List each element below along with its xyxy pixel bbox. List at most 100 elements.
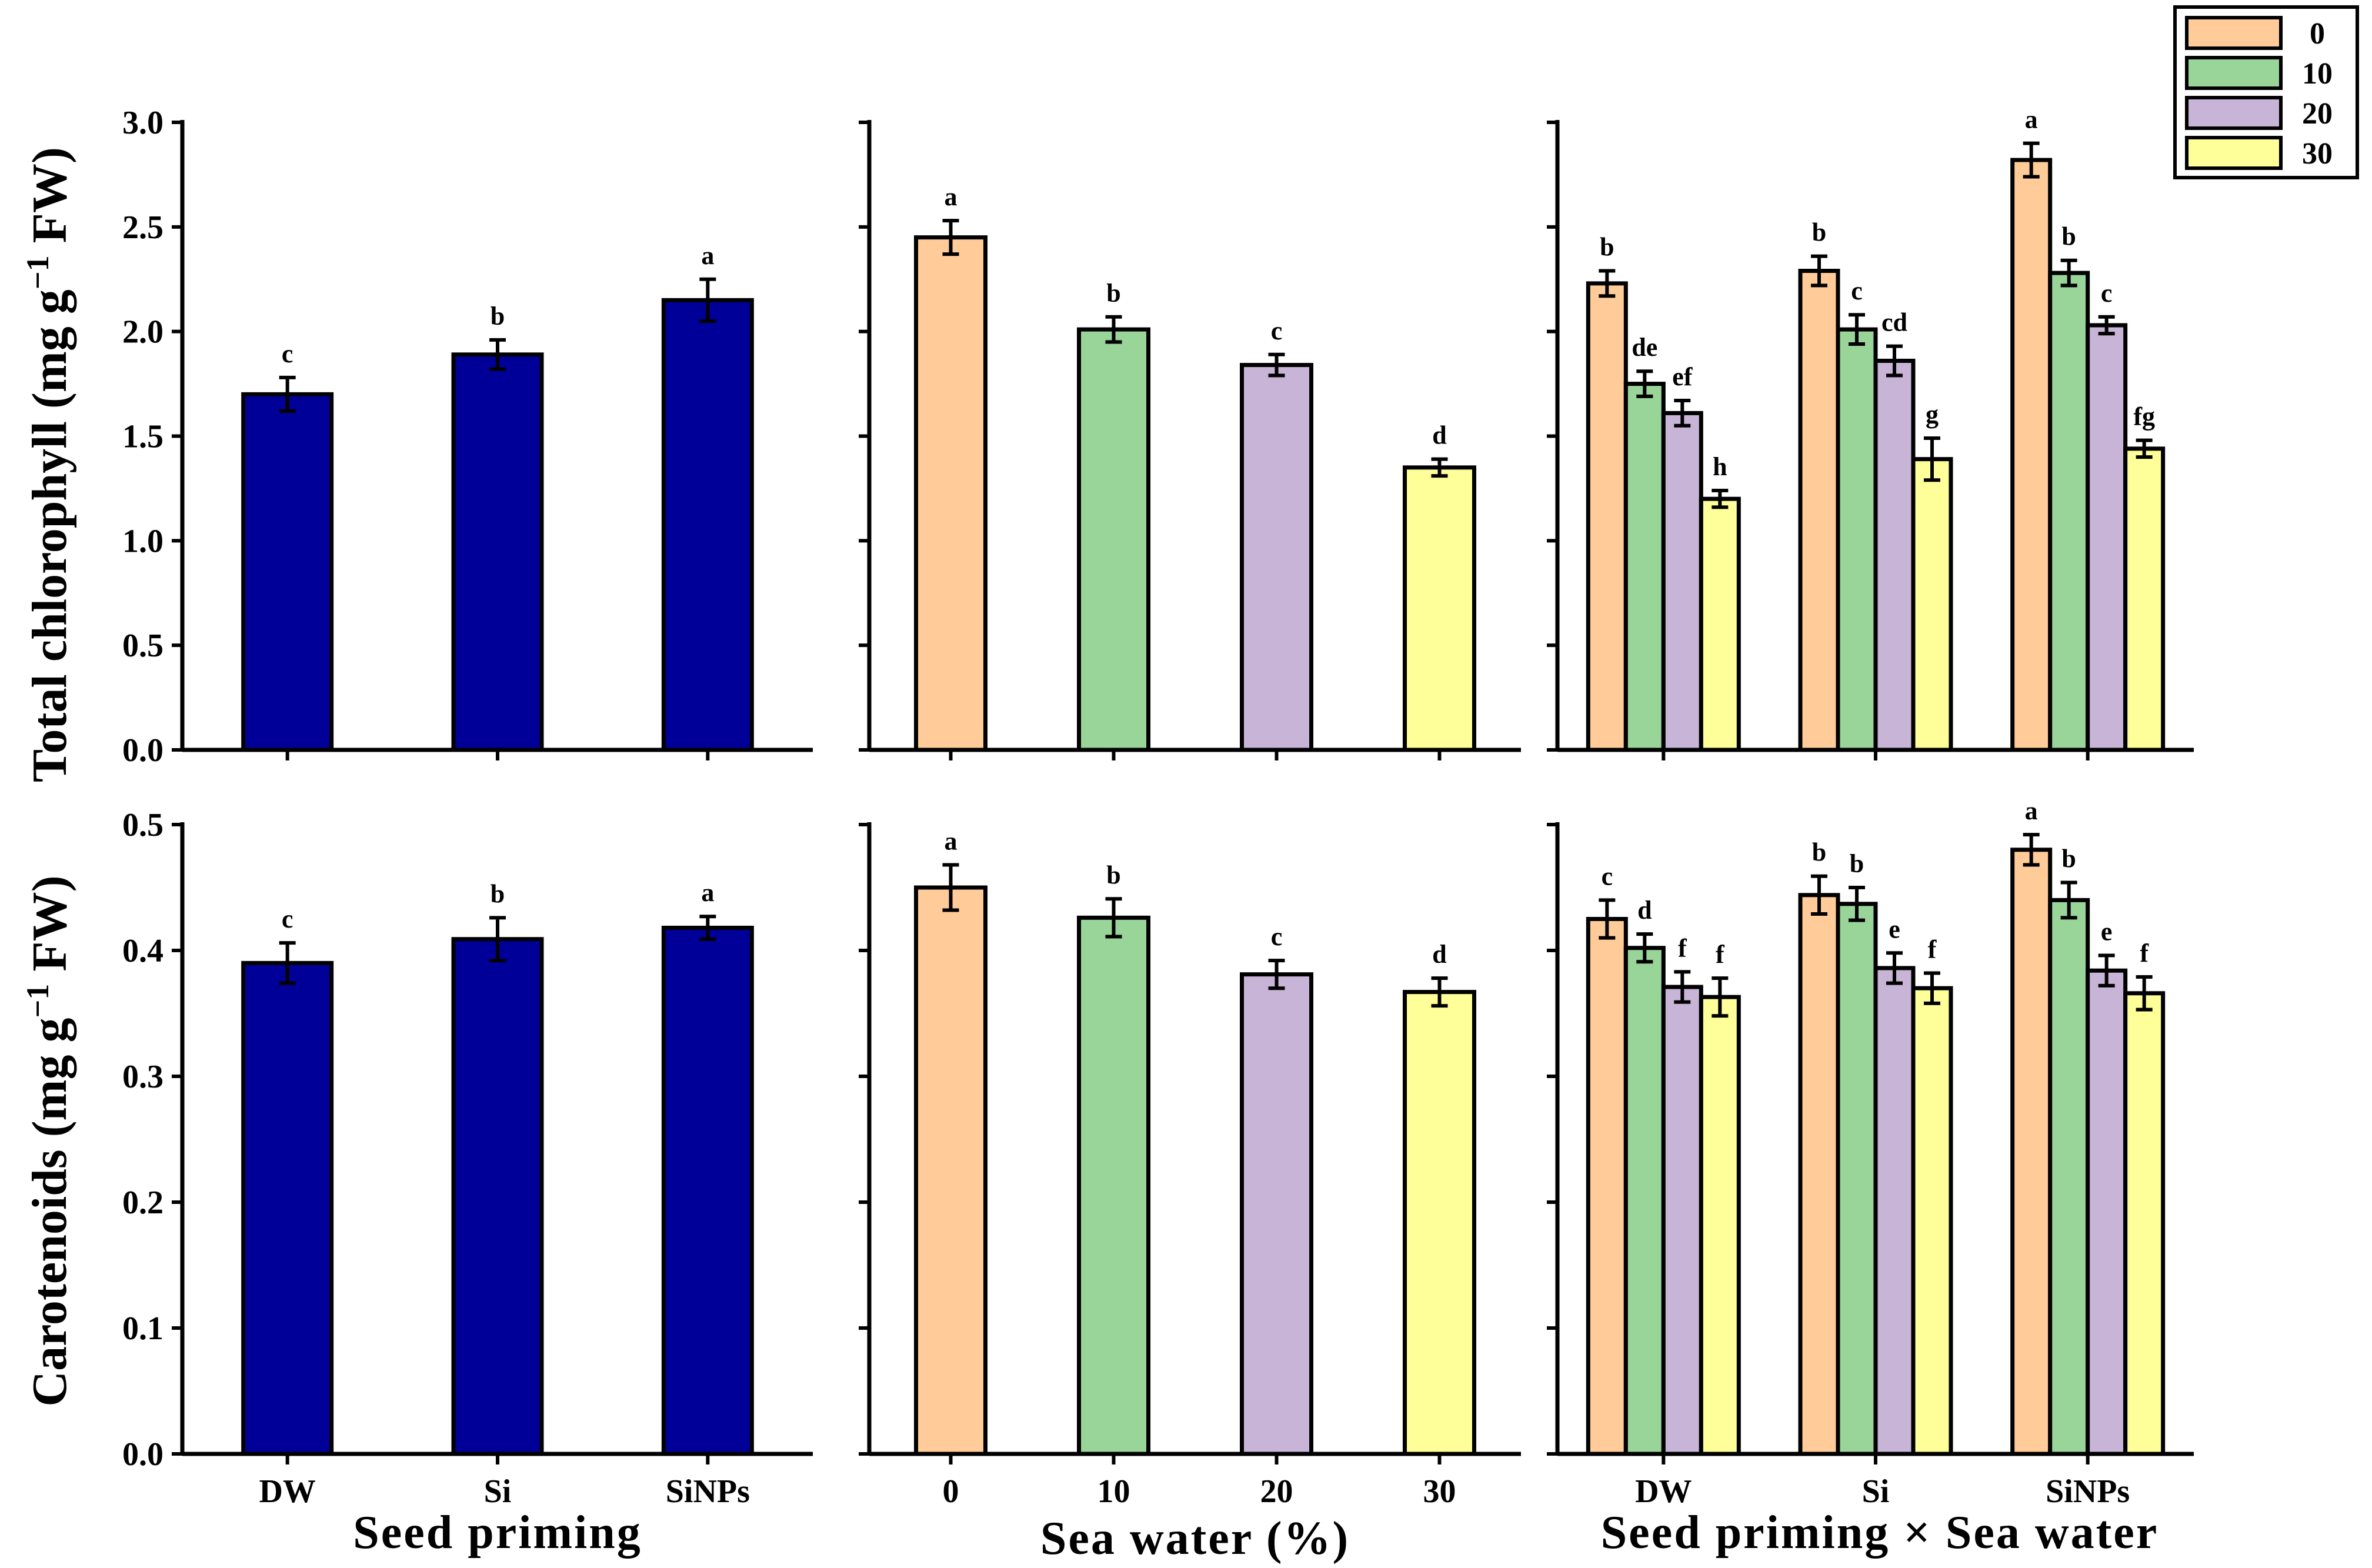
bar-SiNPs-10 — [2048, 271, 2090, 752]
panels: 0.00.51.01.52.02.53.0cbaabcdbdeefhbccdga… — [122, 105, 2194, 1510]
bar-Si-0 — [1798, 893, 1840, 1456]
bar-Si — [451, 937, 544, 1456]
significance-letter-Si-20: e — [1889, 915, 1900, 943]
significance-letter-SiNPs: a — [701, 241, 714, 270]
x-tick-label: SiNPs — [2046, 1473, 2130, 1510]
x-tick-label: 30 — [1423, 1473, 1456, 1510]
significance-letter-SiNPs-30: fg — [2133, 402, 2155, 431]
bar-30 — [1403, 465, 1476, 752]
x-tick-label: DW — [259, 1473, 315, 1510]
bar-DW-30 — [1699, 496, 1741, 752]
bar-SiNPs — [661, 925, 754, 1456]
significance-letter-Si: b — [491, 879, 505, 908]
bar-SiNPs-20 — [2086, 323, 2128, 752]
y-tick-label: 2.0 — [122, 314, 164, 351]
bar-Si-30 — [1911, 457, 1953, 752]
bar-SiNPs-10 — [2048, 898, 2090, 1456]
x-tick-label: DW — [1635, 1473, 1692, 1510]
bar-Si-10 — [1836, 902, 1878, 1456]
bar-DW-10 — [1623, 382, 1666, 752]
bar-0 — [914, 885, 988, 1456]
significance-letter-Si-0: b — [1812, 838, 1826, 867]
y-tick-label: 0.3 — [122, 1059, 164, 1095]
bar-SiNPs-30 — [2123, 991, 2166, 1456]
significance-letter-DW-0: c — [1602, 862, 1613, 890]
x-tick-label: Si — [484, 1473, 512, 1510]
y-tick-label: 1.0 — [122, 523, 164, 559]
bar-SiNPs-30 — [2123, 446, 2166, 752]
x-tick-label: 10 — [1097, 1473, 1130, 1510]
significance-letter-DW: c — [282, 905, 293, 933]
significance-letter-20: c — [1271, 316, 1283, 345]
bar-DW — [241, 392, 334, 752]
bar-10 — [1077, 327, 1150, 752]
significance-letter-SiNPs-0: a — [2025, 796, 2038, 825]
significance-letter-Si-10: b — [1850, 849, 1864, 878]
y-tick-label: 0.4 — [122, 933, 164, 969]
y-tick-label: 0.5 — [122, 628, 164, 664]
bar-DW-20 — [1661, 411, 1703, 752]
significance-letter-Si-30: f — [1928, 935, 1937, 964]
significance-letter-SiNPs: a — [701, 878, 714, 907]
bar-DW-30 — [1699, 995, 1741, 1456]
significance-letter-SiNPs-30: f — [2140, 939, 2149, 968]
significance-letter-0: a — [945, 182, 958, 211]
y-tick-label: 0.0 — [122, 1436, 164, 1473]
legend-label-10: 10 — [2302, 57, 2333, 91]
significance-letter-30: d — [1432, 940, 1446, 969]
y-axis-title-chlorophyll: Total chlorophyll (mg g−1 FW) — [20, 147, 77, 782]
significance-letter-Si-20: cd — [1881, 308, 1907, 337]
panel-r0-c1: a b c d — [859, 120, 1521, 760]
significance-letter-DW-30: h — [1713, 452, 1727, 481]
ylabel-main: Total chlorophyll (mg g — [22, 289, 77, 782]
bar-30 — [1403, 990, 1476, 1456]
bar-Si-10 — [1836, 327, 1878, 752]
bar-0 — [914, 235, 988, 752]
legend-entries: 0 10 20 30 — [2185, 16, 2333, 171]
y-axis-title-chlorophyll-text: Total chlorophyll (mg g−1 FW) — [20, 147, 77, 782]
y-tick-label: 3.0 — [122, 105, 164, 141]
bar-DW-0 — [1586, 917, 1628, 1456]
significance-letter-DW-0: b — [1600, 233, 1614, 262]
panel-r1-c0: 0.0 0.1 0.2 0.3 0.4 0.5 DW c Si b SiNPs a — [122, 807, 813, 1510]
significance-letter-DW-10: d — [1637, 896, 1652, 925]
legend-label-30: 30 — [2302, 137, 2333, 171]
legend-swatch-10 — [2185, 56, 2283, 90]
significance-letter-20: c — [1271, 922, 1283, 951]
bar-Si-20 — [1873, 966, 1916, 1456]
significance-letter-Si-0: b — [1812, 218, 1826, 247]
bar-SiNPs — [661, 298, 754, 752]
bar-DW-20 — [1661, 985, 1703, 1456]
y-tick-label: 0.5 — [122, 807, 164, 843]
y-tick-label: 0.0 — [122, 732, 164, 769]
bar-Si — [451, 352, 544, 752]
x-axis-title-interaction: Seed priming × Sea water — [1601, 1507, 2159, 1559]
legend-label-0: 0 — [2310, 17, 2325, 51]
significance-letter-Si-30: g — [1926, 400, 1939, 429]
ylabel-end: FW) — [22, 875, 77, 983]
bar-10 — [1077, 915, 1150, 1456]
significance-letter-Si-10: c — [1851, 276, 1863, 305]
bar-20 — [1240, 363, 1313, 752]
x-axis-title-seed-priming: Seed priming — [353, 1507, 642, 1559]
x-tick-label: Si — [1862, 1473, 1890, 1510]
significance-letter-DW-20: f — [1678, 933, 1687, 962]
legend-swatch-0 — [2185, 16, 2283, 50]
bar-20 — [1240, 972, 1313, 1456]
x-axis-title-sea-water: Sea water (%) — [1040, 1513, 1350, 1564]
bar-SiNPs-0 — [2010, 848, 2053, 1456]
ylabel-main: Carotenoids (mg g — [22, 1017, 77, 1406]
significance-letter-SiNPs-20: e — [2101, 918, 2113, 946]
significance-letter-10: b — [1106, 860, 1120, 889]
bar-Si-30 — [1911, 986, 1953, 1456]
x-tick-label: 20 — [1260, 1473, 1293, 1510]
significance-letter-DW-30: f — [1716, 940, 1725, 969]
legend-label-20: 20 — [2302, 97, 2333, 131]
bar-Si-20 — [1873, 358, 1916, 752]
y-axis-title-carotenoids-text: Carotenoids (mg g−1 FW) — [20, 875, 77, 1406]
significance-letter-SiNPs-10: b — [2061, 844, 2076, 873]
bar-DW-0 — [1586, 281, 1628, 752]
